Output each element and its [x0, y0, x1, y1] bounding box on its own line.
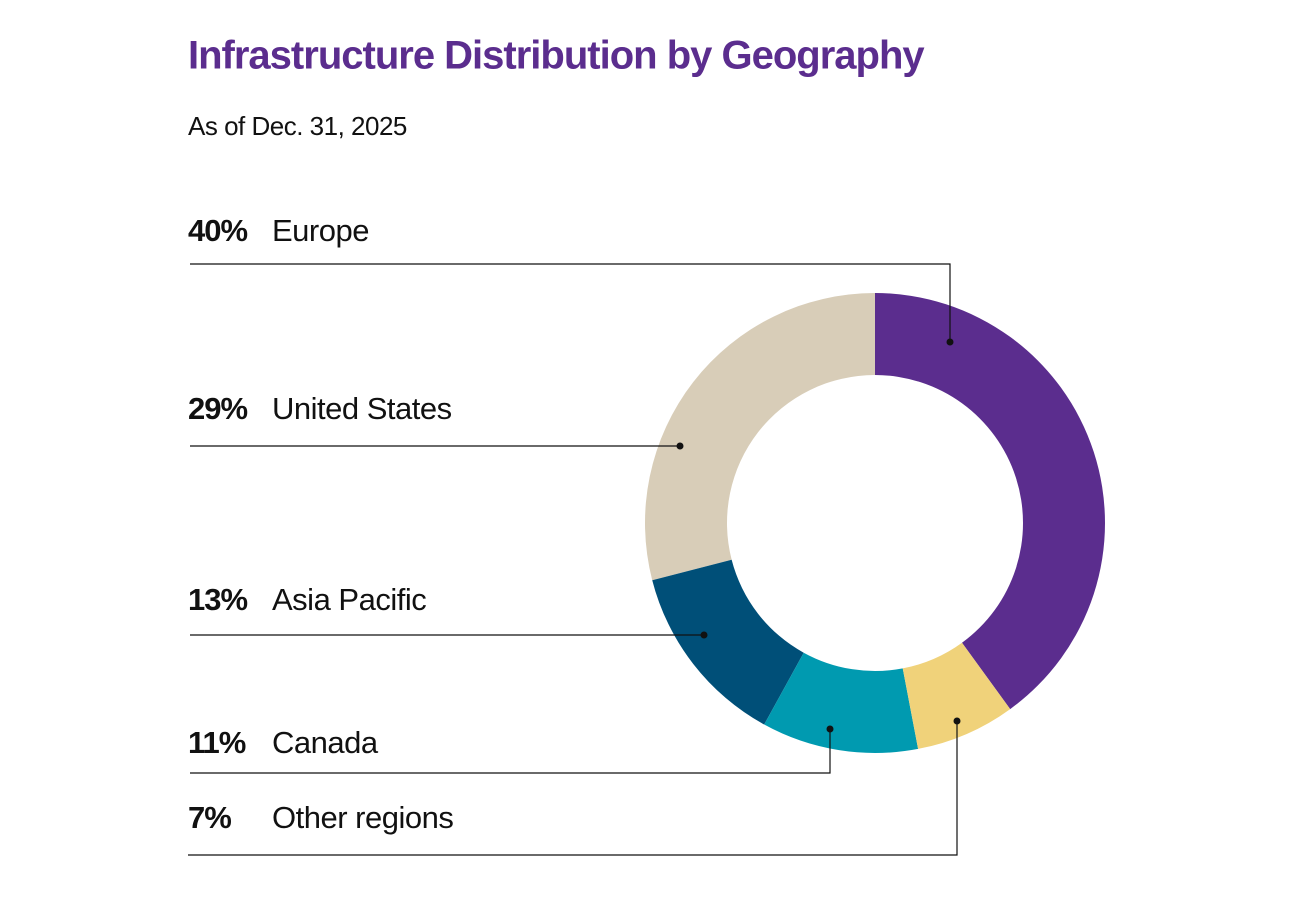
value-label: 11%: [188, 725, 246, 760]
leader-line: [190, 263, 951, 342]
donut-slice: [902, 642, 1011, 749]
leader-dot: [826, 725, 834, 733]
chart-subtitle: As of Dec. 31, 2025: [188, 111, 407, 141]
leader-line: [188, 721, 958, 856]
chart-title: Infrastructure Distribution by Geography: [188, 34, 925, 78]
legend-label: Other regions: [272, 800, 453, 835]
value-label: 40%: [188, 213, 247, 248]
legend-label: United States: [272, 391, 452, 426]
donut-slice: [875, 293, 1105, 710]
leader-dot: [953, 717, 961, 725]
legend-label: Europe: [272, 213, 369, 248]
legend-label: Canada: [272, 725, 379, 760]
leader-line: [190, 729, 831, 774]
leader-dot: [676, 442, 684, 450]
legend-label: Asia Pacific: [272, 582, 426, 617]
value-label: 13%: [188, 582, 247, 617]
donut-slice: [652, 559, 804, 725]
value-label: 29%: [188, 391, 247, 426]
donut-slice: [764, 652, 919, 753]
value-label: 7%: [188, 800, 231, 835]
leader-dot: [946, 338, 954, 346]
leader-dot: [700, 631, 708, 639]
donut-slice: [645, 293, 875, 581]
